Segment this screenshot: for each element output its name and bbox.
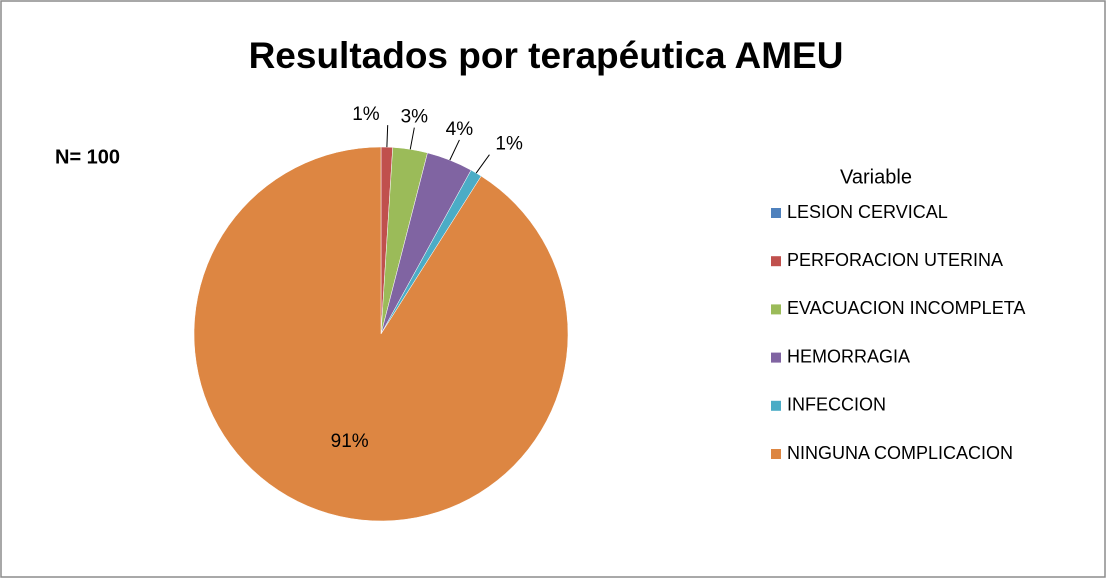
legend-label: LESION CERVICAL bbox=[787, 202, 948, 222]
legend-swatch bbox=[771, 304, 781, 315]
legend-swatch bbox=[771, 256, 781, 267]
data-label: 91% bbox=[331, 431, 369, 452]
legend-swatch bbox=[771, 400, 781, 411]
leader-line bbox=[386, 125, 389, 148]
data-label: 3% bbox=[401, 107, 429, 128]
legend-title: Variable bbox=[840, 166, 912, 188]
data-label: 4% bbox=[446, 119, 474, 140]
legend-label: HEMORRAGIA bbox=[787, 346, 910, 366]
data-label: 1% bbox=[495, 134, 523, 155]
legend-swatch bbox=[771, 449, 781, 459]
legend-label: INFECCION bbox=[787, 395, 886, 415]
leader-line bbox=[475, 154, 490, 174]
pie-slice bbox=[193, 146, 569, 522]
legend-label: PERFORACION UTERINA bbox=[787, 250, 1003, 270]
legend-swatch bbox=[771, 208, 781, 218]
legend-label: NINGUNA COMPLICACION bbox=[787, 443, 1013, 463]
data-label: 1% bbox=[352, 104, 380, 125]
legend-label: EVACUACION INCOMPLETA bbox=[787, 298, 1025, 318]
leader-line bbox=[409, 127, 415, 150]
legend-swatch bbox=[771, 352, 781, 363]
chart-title: Resultados por terapéutica AMEU bbox=[249, 35, 844, 76]
annotation: N= 100 bbox=[55, 146, 120, 168]
leader-line bbox=[449, 139, 460, 161]
